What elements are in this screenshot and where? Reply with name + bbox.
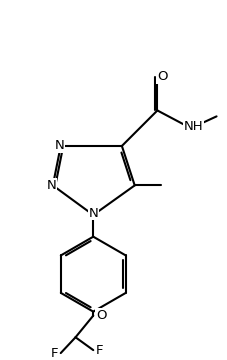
Text: O: O bbox=[96, 309, 106, 322]
Text: O: O bbox=[157, 71, 168, 84]
Text: NH: NH bbox=[184, 120, 204, 133]
Text: N: N bbox=[55, 139, 65, 153]
Text: F: F bbox=[95, 343, 103, 357]
Text: N: N bbox=[88, 207, 98, 220]
Text: N: N bbox=[47, 179, 57, 192]
Text: F: F bbox=[51, 347, 59, 360]
